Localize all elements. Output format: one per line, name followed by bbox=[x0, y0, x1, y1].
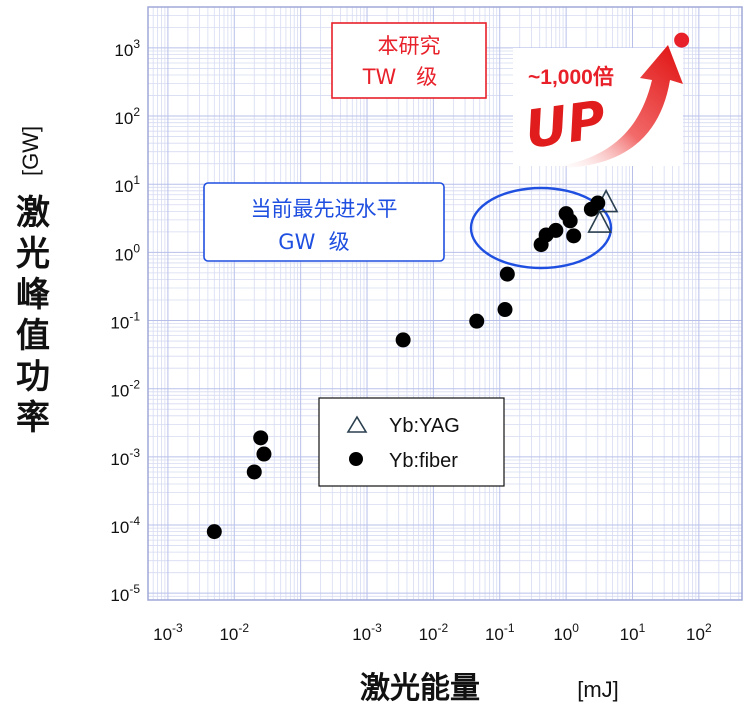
y-tick-label: 100 bbox=[114, 241, 140, 264]
y-axis-label: 激光峰值功率 bbox=[16, 193, 50, 438]
state-of-art-annotation: 当前最先进水平 GW 级 bbox=[203, 182, 445, 262]
legend-marker-yb-yag bbox=[346, 415, 368, 433]
data-point bbox=[497, 302, 513, 318]
legend-label-yb-fiber: Yb:fiber bbox=[389, 450, 458, 472]
data-point bbox=[206, 524, 222, 540]
major-grid bbox=[148, 7, 742, 600]
y-axis-label-char: 光 bbox=[16, 234, 50, 274]
gw-cluster-ellipse bbox=[469, 186, 613, 270]
y-tick-label: 10-4 bbox=[110, 514, 140, 537]
legend-marker-yb-fiber bbox=[349, 452, 363, 466]
y-unit-label: [GW] bbox=[18, 126, 43, 176]
plot-frame bbox=[147, 6, 743, 601]
state-of-art-label: 当前最先进水平 bbox=[251, 197, 398, 221]
y-axis-label-char: 功 bbox=[16, 357, 50, 397]
x-tick-label: 10-1 bbox=[485, 621, 515, 644]
this-work-annotation: 本研究 TW 级 bbox=[331, 22, 487, 99]
data-point bbox=[562, 213, 578, 229]
y-axis-label-char: 率 bbox=[16, 398, 50, 438]
x-tick-label: 10-2 bbox=[219, 621, 249, 644]
data-point bbox=[499, 266, 515, 282]
data-point bbox=[548, 222, 564, 238]
data-point bbox=[674, 32, 690, 48]
y-tick-label: 10-1 bbox=[110, 310, 140, 333]
this-work-label: 本研究 bbox=[378, 34, 441, 58]
svg-text:激光峰值功率: 激光峰值功率 bbox=[16, 193, 50, 438]
y-tick-label: 10-3 bbox=[110, 446, 140, 469]
up-text: UP bbox=[521, 90, 609, 161]
up-graphic: ~1,000倍 UP bbox=[513, 45, 683, 169]
this-work-level: TW 级 bbox=[362, 65, 438, 89]
legend-box bbox=[318, 397, 505, 487]
data-point bbox=[253, 430, 269, 446]
x-tick-label: 10-2 bbox=[419, 621, 449, 644]
up-arrow bbox=[548, 45, 683, 169]
y-tick-label: 101 bbox=[114, 173, 140, 196]
y-axis-label-char: 激 bbox=[16, 193, 50, 233]
y-tick-label: 10-2 bbox=[110, 378, 140, 401]
x-tick-label: 102 bbox=[686, 621, 712, 644]
y-tick-labels: 103 102 101 100 10-1 10-2 10-3 10-4 10-5 bbox=[110, 37, 140, 605]
this-work-box bbox=[331, 22, 487, 99]
x-tick-label: 10-3 bbox=[352, 621, 382, 644]
x-unit-label: [mJ] bbox=[577, 677, 619, 702]
data-point bbox=[256, 446, 272, 462]
data-point bbox=[246, 464, 262, 480]
state-of-art-box bbox=[203, 182, 445, 262]
y-tick-label: 10-5 bbox=[110, 582, 140, 605]
data-point-triangle bbox=[587, 209, 612, 233]
data-point bbox=[590, 195, 606, 211]
x-tick-label: 100 bbox=[553, 621, 579, 644]
data-point bbox=[395, 332, 411, 348]
x-axis-label: 激光能量 bbox=[360, 671, 480, 706]
y-axis-label-char: 峰 bbox=[16, 275, 50, 315]
x-tick-label: 101 bbox=[620, 621, 646, 644]
data-point bbox=[566, 228, 582, 244]
y-tick-label: 103 bbox=[114, 37, 140, 60]
x-tick-label: 10-3 bbox=[153, 621, 183, 644]
state-of-art-level: GW 级 bbox=[278, 230, 349, 254]
y-axis-label-char: 值 bbox=[16, 316, 50, 356]
legend: Yb:YAG Yb:fiber bbox=[318, 397, 505, 487]
multiplier-label: ~1,000倍 bbox=[528, 65, 614, 89]
x-tick-labels: 10-3 10-2 10-3 10-2 10-1 100 101 102 bbox=[153, 621, 712, 644]
data-point bbox=[469, 313, 485, 329]
legend-label-yb-yag: Yb:YAG bbox=[389, 415, 460, 437]
data-marks bbox=[206, 32, 690, 540]
y-tick-label: 102 bbox=[114, 105, 140, 128]
